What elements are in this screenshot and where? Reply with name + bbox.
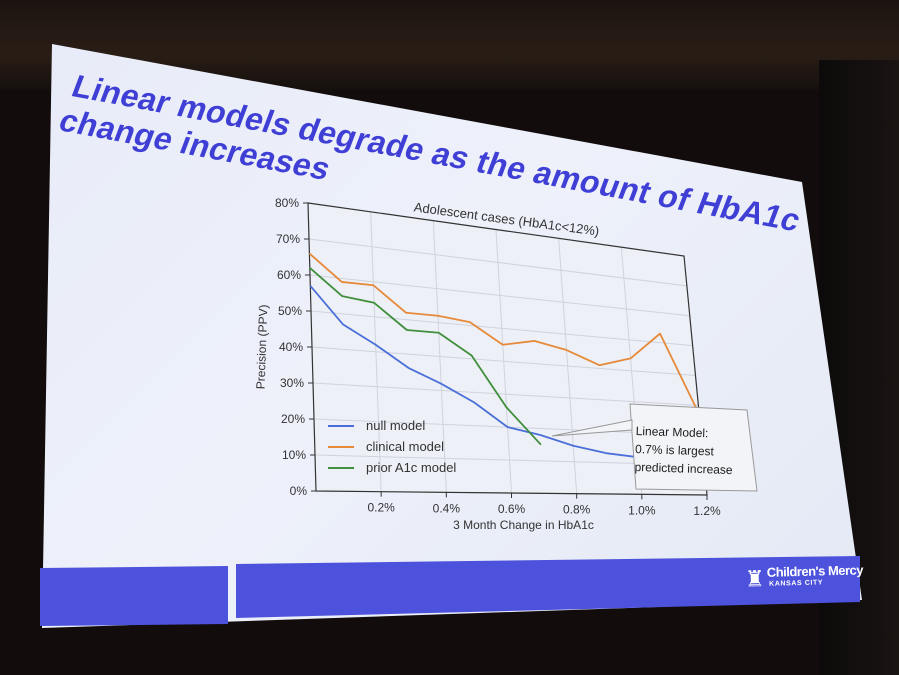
legend-label: null model [366,418,425,433]
grid-line-x [495,229,512,494]
series-line-null-model [309,285,639,459]
callout-box [629,403,758,492]
legend-label: prior A1c model [366,460,456,475]
y-tick-label: 70% [276,232,300,246]
y-tick-label: 0% [290,484,308,498]
callout-line3: predicted increase [634,459,733,478]
x-tick-label: 1.2% [693,504,721,518]
x-axis-label: 3 Month Change in HbA1c [453,518,594,532]
brand-name: Children's Mercy [766,562,864,580]
brand-subtitle: KANSAS CITY [769,579,824,588]
y-tick-label: 30% [280,376,304,390]
legend-label: clinical model [366,439,444,454]
series-line-prior-a1c-model [309,267,542,446]
grid-line-x [432,220,447,493]
y-tick-label: 80% [275,196,299,210]
x-tick-label: 0.8% [563,503,591,517]
x-tick-label: 0.6% [498,502,526,516]
footer-band-left [40,566,228,626]
y-tick-label: 20% [281,412,305,426]
y-tick-label: 40% [279,340,303,354]
y-tick-label: 60% [277,268,301,282]
grid-line-x [370,211,382,492]
series-line-clinical-model [308,252,701,415]
children-mercy-logo-icon: ♜ [744,565,766,592]
y-axis-label: Precision (PPV) [254,304,271,389]
callout-pointer [551,419,633,437]
x-tick-label: 0.4% [433,501,461,515]
y-tick-label: 10% [282,448,306,462]
x-tick-label: 1.0% [628,503,656,517]
grid-line-x [558,238,578,494]
y-tick-label: 50% [278,304,302,318]
chart-plot-group: 0% 10% 20% 30% 40% 50% 60% 70% 80% 0.2% 0.4% 0.6% 0.… [254,196,758,532]
x-tick-label: 0.2% [367,501,395,515]
callout-annotation: Linear Model: 0.7% is largest predicted … [634,422,734,479]
brand-logo: ♜ Children's Mercy KANSAS CITY [744,561,864,598]
